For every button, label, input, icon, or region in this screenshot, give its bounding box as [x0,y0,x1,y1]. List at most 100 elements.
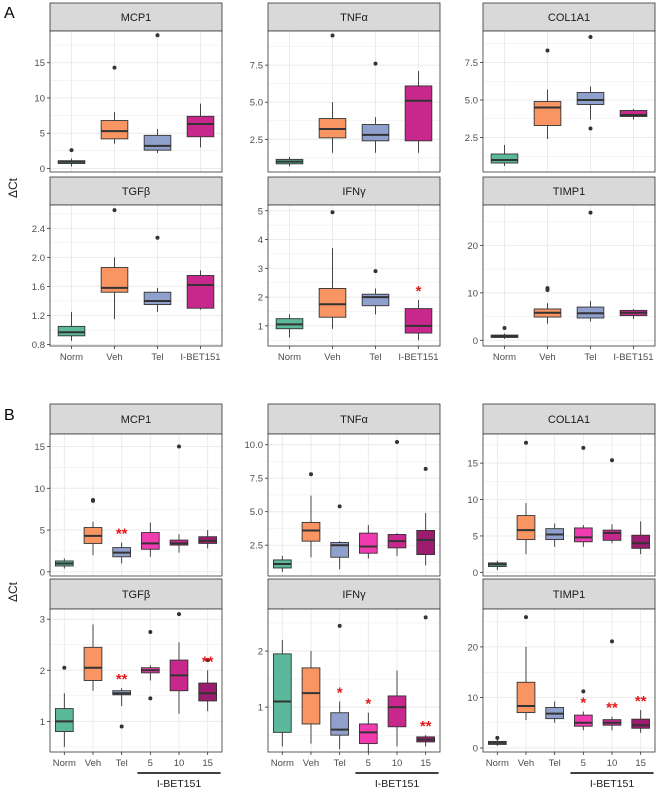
box-10: ** [602,639,622,731]
y-tick-label: 5 [40,129,45,140]
y-tick-label: 10 [34,93,45,104]
plot-area [483,205,655,346]
box-15 [198,530,218,549]
significance-marker: * [580,695,586,712]
facet-title: TNFα [340,414,368,426]
facet-b-7: TNFα 2.5 5.0 7.5 10.0 [245,403,441,577]
box-5 [140,522,160,557]
y-tick-label: 20 [467,642,478,653]
x-tick-label: Veh [324,352,340,363]
box-iqr [490,153,519,164]
box-iqr [301,521,321,542]
y-tick-label: 5 [473,531,478,542]
facet-a-2: COL1A1 2.5 5.0 7.5 [465,2,656,173]
y-tick-label: 5 [258,206,263,217]
y-tick-label: 5.0 [465,96,478,107]
box-5: * [573,689,593,731]
y-tick-label: 1.6 [32,282,45,293]
box-15: ** [198,653,218,712]
box-iqr [516,515,536,541]
box-norm [487,735,507,746]
outlier-point [69,148,74,153]
box-tel [361,269,390,315]
x-tick-label: Veh [303,758,319,769]
outlier-point [588,35,593,39]
box-norm [487,560,507,571]
facet-b-9: TGFβ 1 2 3 ** ** Norm Veh Tel 5 10 15I-BET151 [40,578,223,790]
y-tick-label: 2.0 [32,253,45,264]
outlier-point [373,269,378,274]
facet-strip [267,2,441,32]
y-tick-label: 1.2 [32,311,45,322]
significance-marker: ** [116,671,128,688]
outlier-point [545,286,550,291]
box-norm [57,311,86,341]
box-iqr [576,92,605,105]
box-iqr [602,529,622,541]
box-veh [318,33,347,153]
outlier-point [155,33,160,38]
box-veh [100,208,129,320]
y-tick-label: 5 [40,526,45,537]
x-tick-label: 5 [581,758,586,769]
box-iqr [619,110,648,117]
x-tick-label: Norm [486,758,509,769]
y-tick-label: 10.0 [245,440,264,451]
box-tel [576,35,605,131]
y-tick-label: 3 [258,264,263,275]
box-15: ** [631,693,651,733]
x-tick-label: I-BET151 [613,352,653,363]
treatment-label: I-BET151 [375,778,420,790]
facet-strip [49,578,223,610]
box-i-bet151 [619,308,648,319]
facet-title: IFNγ [342,589,366,601]
box-veh [301,472,321,558]
outlier-point [588,126,593,131]
outlier-point [373,61,378,66]
box-veh [100,65,129,144]
box-iqr [573,527,593,543]
box-iqr [57,325,86,337]
y-tick-label: 10 [467,288,478,299]
box-iqr [404,308,433,334]
outlier-point [309,472,313,477]
facet-strip [267,176,441,206]
x-tick-label: 15 [635,758,646,769]
plot-border [482,30,656,173]
outlier-point [148,629,153,634]
y-tick-label: 10 [34,484,45,495]
box-norm [272,555,292,572]
box-iqr [83,646,103,681]
plot-area [483,434,655,576]
box-10 [602,458,622,544]
y-tick-label: 2 [40,666,45,677]
outlier-point [395,440,399,445]
plot-area [483,609,655,752]
x-tick-label: 10 [607,758,618,769]
x-tick-label: 10 [392,758,403,769]
x-tick-label: Norm [271,758,294,769]
outlier-point [610,458,614,463]
y-tick-label: 2.5 [250,135,263,146]
box-5 [358,525,378,559]
x-tick-label: Norm [60,352,83,363]
y-tick-label: 0.8 [32,340,45,351]
x-tick-label: Norm [53,758,76,769]
plot-border [267,204,441,347]
box-15: ** [416,615,436,747]
x-tick-label: Veh [539,352,555,363]
x-tick-label: 5 [366,758,371,769]
y-tick-label: 15 [34,442,45,453]
box-i-bet151: * [404,283,433,341]
y-tick-label: 0 [473,336,478,347]
plot-border [482,204,656,347]
panel-label-a: A [4,5,15,22]
facet-b-6: MCP1 0 5 10 15 ** [34,403,223,578]
box-veh [83,624,103,691]
box-norm [57,148,86,167]
box-veh [318,210,347,329]
box-tel: ** [112,671,132,729]
box-iqr [330,542,350,558]
